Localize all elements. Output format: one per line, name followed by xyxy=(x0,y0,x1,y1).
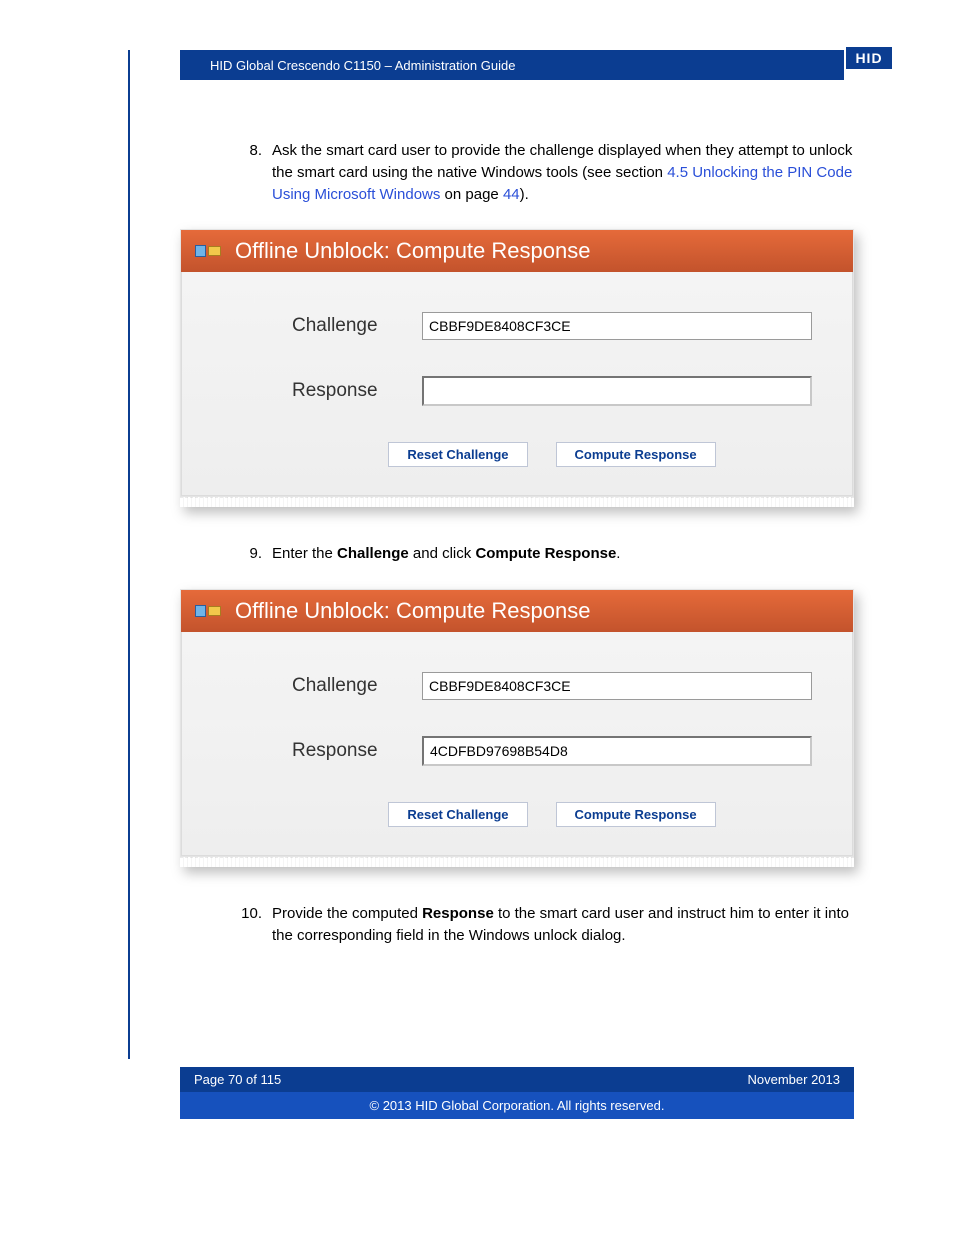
dialog-body: Challenge Response Reset Challenge Compu… xyxy=(181,272,853,496)
dialog-title: Offline Unblock: Compute Response xyxy=(235,238,590,264)
footer-copyright-bar: © 2013 HID Global Corporation. All right… xyxy=(180,1092,854,1119)
button-row: Reset Challenge Compute Response xyxy=(292,442,812,467)
dialog-body: Challenge Response Reset Challenge Compu… xyxy=(181,632,853,856)
header-title: HID Global Crescendo C1150 – Administrat… xyxy=(210,58,515,73)
page-content: 8. Ask the smart card user to provide th… xyxy=(180,80,854,947)
dialog-title-bar: Offline Unblock: Compute Response xyxy=(181,230,853,272)
dialog-title: Offline Unblock: Compute Response xyxy=(235,598,590,624)
screenshot-2: Offline Unblock: Compute Response Challe… xyxy=(180,589,854,867)
reset-challenge-button[interactable]: Reset Challenge xyxy=(388,442,527,467)
button-row: Reset Challenge Compute Response xyxy=(292,802,812,827)
step-number: 8. xyxy=(240,140,272,205)
step-text: on page xyxy=(440,186,503,203)
challenge-input[interactable] xyxy=(422,672,812,700)
bold-term: Compute Response xyxy=(475,545,616,562)
step-text: . xyxy=(616,545,620,562)
challenge-label: Challenge xyxy=(292,675,422,697)
footer-date: November 2013 xyxy=(748,1072,841,1087)
step-10: 10. Provide the computed Response to the… xyxy=(180,903,854,947)
page-header: HID Global Crescendo C1150 – Administrat… xyxy=(180,50,844,80)
torn-edge xyxy=(180,857,854,867)
torn-edge xyxy=(180,497,854,507)
step-body: Provide the computed Response to the sma… xyxy=(272,903,854,947)
challenge-row: Challenge xyxy=(292,672,812,700)
compute-response-button[interactable]: Compute Response xyxy=(556,802,716,827)
left-margin-rule xyxy=(128,50,130,1059)
page-ref-link[interactable]: 44 xyxy=(503,186,520,203)
header-bar: HID Global Crescendo C1150 – Administrat… xyxy=(180,50,844,80)
step-text: Provide the computed xyxy=(272,905,422,922)
document-page: HID Global Crescendo C1150 – Administrat… xyxy=(0,0,954,1149)
step-number: 10. xyxy=(240,903,272,947)
step-8: 8. Ask the smart card user to provide th… xyxy=(180,140,854,205)
compute-response-button[interactable]: Compute Response xyxy=(556,442,716,467)
response-label: Response xyxy=(292,380,422,402)
response-input[interactable] xyxy=(422,376,812,406)
step-9: 9. Enter the Challenge and click Compute… xyxy=(180,543,854,565)
response-input[interactable] xyxy=(422,736,812,766)
bold-term: Challenge xyxy=(337,545,409,562)
dialog-title-bar: Offline Unblock: Compute Response xyxy=(181,590,853,632)
card-admin-icon xyxy=(195,600,221,622)
screenshot-1: Offline Unblock: Compute Response Challe… xyxy=(180,229,854,507)
step-body: Enter the Challenge and click Compute Re… xyxy=(272,543,854,565)
response-row: Response xyxy=(292,376,812,406)
hid-logo: HID xyxy=(846,47,892,69)
hid-logo-text: HID xyxy=(855,50,882,66)
step-text: and click xyxy=(409,545,476,562)
response-row: Response xyxy=(292,736,812,766)
bold-term: Response xyxy=(422,905,494,922)
footer-top-bar: Page 70 of 115 November 2013 xyxy=(180,1067,854,1092)
response-label: Response xyxy=(292,740,422,762)
step-body: Ask the smart card user to provide the c… xyxy=(272,140,854,205)
step-text: ). xyxy=(520,186,529,203)
card-admin-icon xyxy=(195,240,221,262)
page-footer: Page 70 of 115 November 2013 © 2013 HID … xyxy=(180,1067,854,1119)
copyright-text: © 2013 HID Global Corporation. All right… xyxy=(370,1098,665,1113)
step-text: Enter the xyxy=(272,545,337,562)
challenge-label: Challenge xyxy=(292,315,422,337)
challenge-input[interactable] xyxy=(422,312,812,340)
step-number: 9. xyxy=(240,543,272,565)
challenge-row: Challenge xyxy=(292,312,812,340)
reset-challenge-button[interactable]: Reset Challenge xyxy=(388,802,527,827)
page-number: Page 70 of 115 xyxy=(194,1072,281,1087)
